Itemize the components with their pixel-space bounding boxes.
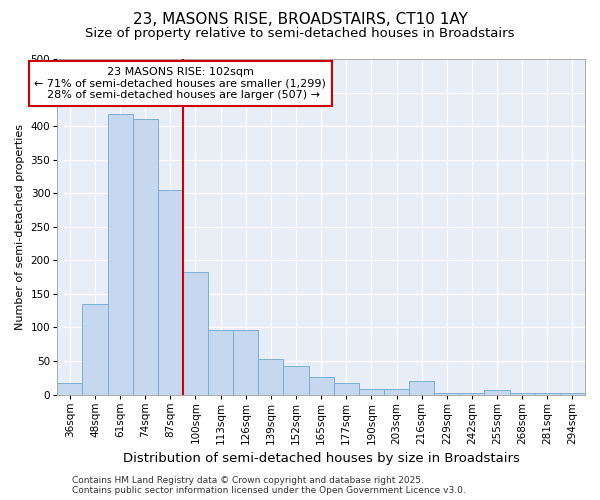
Bar	[460, 392, 484, 394]
Y-axis label: Number of semi-detached properties: Number of semi-detached properties	[15, 124, 25, 330]
Bar	[535, 392, 560, 394]
Bar	[484, 390, 509, 394]
Bar	[208, 330, 233, 394]
Bar	[283, 366, 308, 394]
Bar	[359, 389, 384, 394]
Bar	[82, 304, 107, 394]
Bar	[434, 392, 460, 394]
Bar	[57, 382, 82, 394]
Bar	[107, 114, 133, 394]
Bar	[258, 359, 283, 394]
Bar	[409, 381, 434, 394]
X-axis label: Distribution of semi-detached houses by size in Broadstairs: Distribution of semi-detached houses by …	[122, 452, 520, 465]
Bar	[133, 120, 158, 394]
Bar	[560, 392, 585, 394]
Bar	[158, 190, 183, 394]
Bar	[233, 330, 258, 394]
Bar	[183, 272, 208, 394]
Bar	[308, 377, 334, 394]
Bar	[384, 389, 409, 394]
Text: 23 MASONS RISE: 102sqm
← 71% of semi-detached houses are smaller (1,299)
  28% o: 23 MASONS RISE: 102sqm ← 71% of semi-det…	[34, 67, 326, 100]
Bar	[509, 392, 535, 394]
Text: 23, MASONS RISE, BROADSTAIRS, CT10 1AY: 23, MASONS RISE, BROADSTAIRS, CT10 1AY	[133, 12, 467, 28]
Bar	[334, 382, 359, 394]
Text: Contains HM Land Registry data © Crown copyright and database right 2025.
Contai: Contains HM Land Registry data © Crown c…	[72, 476, 466, 495]
Text: Size of property relative to semi-detached houses in Broadstairs: Size of property relative to semi-detach…	[85, 28, 515, 40]
